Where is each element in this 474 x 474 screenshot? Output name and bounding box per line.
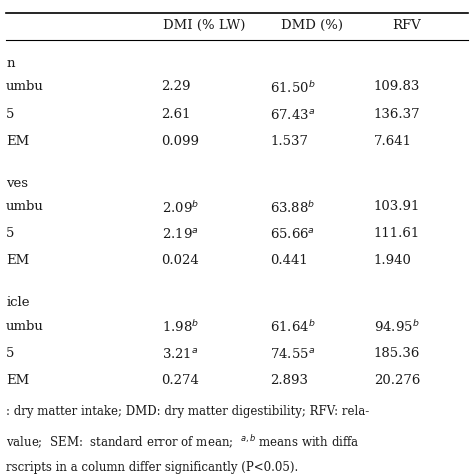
Text: 2.09$^{b}$: 2.09$^{b}$ bbox=[162, 200, 199, 216]
Text: 103.91: 103.91 bbox=[374, 200, 420, 213]
Text: 94.95$^{b}$: 94.95$^{b}$ bbox=[374, 319, 419, 336]
Text: 61.50$^{b}$: 61.50$^{b}$ bbox=[270, 81, 316, 96]
Text: DMI (% LW): DMI (% LW) bbox=[163, 19, 245, 32]
Text: 65.66$^{a}$: 65.66$^{a}$ bbox=[270, 227, 315, 241]
Text: 3.21$^{a}$: 3.21$^{a}$ bbox=[162, 347, 198, 361]
Text: 5: 5 bbox=[6, 227, 15, 240]
Text: 1.940: 1.940 bbox=[374, 255, 411, 267]
Text: 5: 5 bbox=[6, 108, 15, 120]
Text: 2.29: 2.29 bbox=[162, 81, 191, 93]
Text: 74.55$^{a}$: 74.55$^{a}$ bbox=[270, 347, 315, 361]
Text: EM: EM bbox=[6, 255, 29, 267]
Text: 0.441: 0.441 bbox=[270, 255, 308, 267]
Text: 0.099: 0.099 bbox=[162, 135, 200, 148]
Text: RFV: RFV bbox=[392, 19, 421, 32]
Text: EM: EM bbox=[6, 135, 29, 148]
Text: 0.274: 0.274 bbox=[162, 374, 200, 387]
Text: 136.37: 136.37 bbox=[374, 108, 420, 120]
Text: : dry matter intake; DMD: dry matter digestibility; RFV: rela-: : dry matter intake; DMD: dry matter dig… bbox=[6, 405, 369, 419]
Text: value;  SEM:  standard error of mean;  $^{a,b}$ means with diffa: value; SEM: standard error of mean; $^{a… bbox=[6, 433, 360, 451]
Text: n: n bbox=[6, 57, 15, 70]
Text: 63.88$^{b}$: 63.88$^{b}$ bbox=[270, 200, 315, 216]
Text: icle: icle bbox=[6, 296, 29, 310]
Text: 2.61: 2.61 bbox=[162, 108, 191, 120]
Text: 20.276: 20.276 bbox=[374, 374, 420, 387]
Text: 5: 5 bbox=[6, 347, 15, 360]
Text: 1.537: 1.537 bbox=[270, 135, 308, 148]
Text: EM: EM bbox=[6, 374, 29, 387]
Text: umbu: umbu bbox=[6, 319, 44, 333]
Text: 7.641: 7.641 bbox=[374, 135, 411, 148]
Text: 2.893: 2.893 bbox=[270, 374, 308, 387]
Text: rscripts in a column differ significantly (P<0.05).: rscripts in a column differ significantl… bbox=[6, 461, 298, 474]
Text: 111.61: 111.61 bbox=[374, 227, 420, 240]
Text: umbu: umbu bbox=[6, 200, 44, 213]
Text: 1.98$^{b}$: 1.98$^{b}$ bbox=[162, 319, 199, 336]
Text: 67.43$^{a}$: 67.43$^{a}$ bbox=[270, 108, 315, 121]
Text: ves: ves bbox=[6, 177, 28, 190]
Text: 185.36: 185.36 bbox=[374, 347, 420, 360]
Text: 0.024: 0.024 bbox=[162, 255, 200, 267]
Text: 109.83: 109.83 bbox=[374, 81, 420, 93]
Text: umbu: umbu bbox=[6, 81, 44, 93]
Text: DMD (%): DMD (%) bbox=[282, 19, 343, 32]
Text: 2.19$^{a}$: 2.19$^{a}$ bbox=[162, 227, 198, 241]
Text: 61.64$^{b}$: 61.64$^{b}$ bbox=[270, 319, 316, 336]
